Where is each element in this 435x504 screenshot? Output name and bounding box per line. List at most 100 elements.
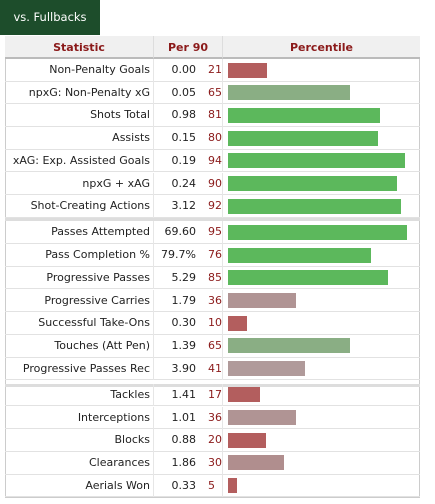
col-divider xyxy=(222,149,223,173)
row xyxy=(5,173,420,196)
per90: 0.00 xyxy=(171,63,197,76)
col-divider xyxy=(153,104,154,128)
per90: 5.29 xyxy=(171,270,197,284)
per90: 0.15 xyxy=(171,131,197,145)
per90: 0.98 xyxy=(171,108,197,122)
row xyxy=(5,104,420,128)
col-divider xyxy=(153,289,154,313)
percentile-value: 65 xyxy=(208,85,222,99)
percentile-bar xyxy=(228,153,405,169)
percentile-value: 20 xyxy=(208,433,222,447)
per90: 0.33 xyxy=(171,478,197,492)
statistic: Interceptions xyxy=(77,410,150,424)
statistic: Aerials Won xyxy=(85,478,150,492)
per90: 1.86 xyxy=(171,455,197,469)
percentile-value: 41 xyxy=(208,361,222,375)
col-divider xyxy=(153,357,154,381)
col-divider xyxy=(222,172,223,196)
percentile-value: 92 xyxy=(208,199,222,213)
statistic: Passes Attempted xyxy=(51,225,150,239)
statistic: npxG: Non-Penalty xG xyxy=(28,85,150,99)
percentile-value: 81 xyxy=(208,108,222,122)
statistic: npxG + xAG xyxy=(82,176,150,190)
row xyxy=(5,335,420,358)
col-divider xyxy=(153,406,154,430)
percentile-bar xyxy=(228,130,379,146)
col-divider xyxy=(222,474,223,498)
col-divider xyxy=(222,383,223,407)
percentile-bar xyxy=(228,107,381,123)
row xyxy=(5,290,420,313)
col-divider xyxy=(153,429,154,452)
statistic: xAG: Exp. Assisted Goals xyxy=(12,153,150,167)
col-divider xyxy=(153,221,154,245)
per90: 3.90 xyxy=(171,361,197,375)
percentile-bar xyxy=(228,410,296,425)
percentile-bar xyxy=(228,176,398,191)
percentile-bar xyxy=(228,338,351,354)
row xyxy=(5,384,420,407)
statistic: Non-Penalty Goals xyxy=(49,63,150,76)
header-percentile: Percentile xyxy=(222,36,420,59)
col-divider xyxy=(153,383,154,407)
percentile-bar xyxy=(228,224,407,240)
per90: 79.7% xyxy=(161,248,196,262)
row xyxy=(5,221,420,245)
percentile-value: 76 xyxy=(208,248,222,262)
col-divider xyxy=(222,59,223,82)
percentile-value: 5 xyxy=(208,478,215,492)
statistic: Shot-Creating Actions xyxy=(30,199,150,213)
per90: 1.39 xyxy=(171,338,197,352)
statistic: Tackles xyxy=(110,387,150,401)
col-divider xyxy=(153,127,154,150)
per90: 1.01 xyxy=(171,410,197,424)
row xyxy=(5,59,420,82)
percentile-bar xyxy=(228,361,306,377)
col-divider xyxy=(222,334,223,358)
statistic: Shots Total xyxy=(90,108,150,122)
statistic: Successful Take-Ons xyxy=(38,316,150,330)
statistic: Touches (Att Pen) xyxy=(54,338,150,352)
statistic: Progressive Carries xyxy=(44,293,150,307)
col-divider xyxy=(222,266,223,290)
col-divider xyxy=(153,474,154,498)
header-per90: Per 90 xyxy=(153,36,222,59)
col-divider xyxy=(222,244,223,267)
statistic: Progressive Passes xyxy=(46,270,150,284)
col-divider xyxy=(222,127,223,150)
group-separator xyxy=(5,383,420,388)
per90: 3.12 xyxy=(171,199,197,213)
tab[interactable]: vs. Fullbacks xyxy=(0,0,100,35)
col-divider xyxy=(222,451,223,475)
col-divider xyxy=(153,149,154,173)
percentile-value: 85 xyxy=(208,270,222,284)
row xyxy=(5,429,420,452)
percentile-value: 80 xyxy=(208,131,222,145)
col-divider xyxy=(153,334,154,358)
col-divider xyxy=(222,195,223,218)
per90: 1.41 xyxy=(171,387,197,401)
row xyxy=(5,244,420,267)
row xyxy=(5,267,420,290)
percentile-bar xyxy=(228,478,238,494)
statistic: Blocks xyxy=(114,433,150,447)
col-divider xyxy=(222,357,223,381)
row xyxy=(5,312,420,335)
percentile-value: 94 xyxy=(208,153,222,167)
col-divider xyxy=(222,406,223,430)
percentile-value: 36 xyxy=(208,293,222,307)
per90: 0.19 xyxy=(171,153,197,167)
per90: 0.24 xyxy=(171,176,197,190)
percentile-bar xyxy=(228,315,247,331)
percentile-value: 17 xyxy=(208,387,222,401)
row xyxy=(5,407,420,430)
percentile-bar xyxy=(228,62,268,78)
row xyxy=(5,195,420,218)
col-divider xyxy=(153,59,154,82)
statistic: Progressive Passes Rec xyxy=(22,361,150,375)
percentile-bar xyxy=(228,455,285,471)
row xyxy=(5,358,420,381)
percentile-value: 10 xyxy=(208,316,222,330)
row xyxy=(5,150,420,173)
